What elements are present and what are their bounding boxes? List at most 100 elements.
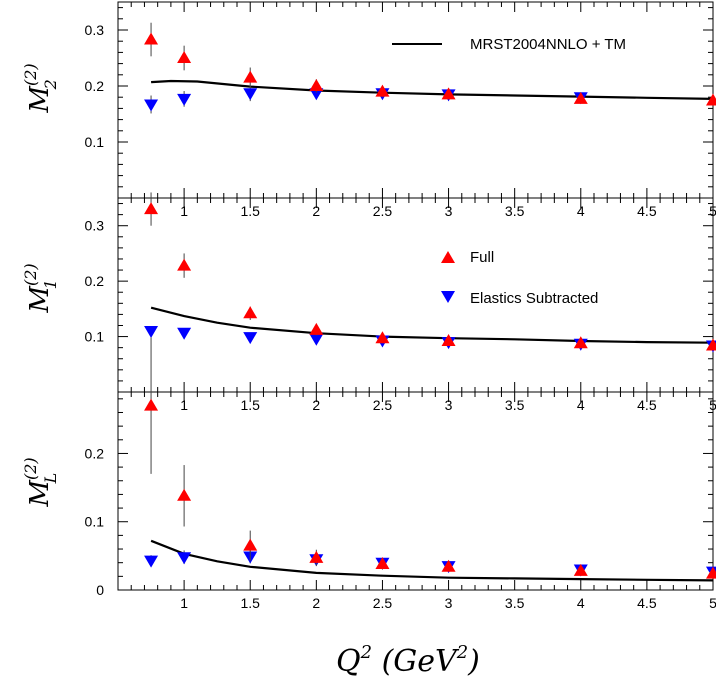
y-axis-title-sup: (2) bbox=[21, 263, 40, 286]
y-axis-labels: M(2)2M(2)1M(2)L bbox=[21, 63, 60, 507]
full-point bbox=[573, 91, 588, 104]
y-axis-title-ml: M(2)L bbox=[21, 457, 60, 507]
y-tick-label: 0.2 bbox=[85, 445, 105, 461]
full-point bbox=[177, 258, 192, 271]
x-tick-label: 1 bbox=[180, 397, 188, 413]
elastics-subtracted-point bbox=[144, 555, 159, 568]
x-tick-label: 3.5 bbox=[505, 203, 525, 219]
x-axis-title-main: Q bbox=[336, 644, 361, 679]
x-axis-title-close: ) bbox=[467, 644, 480, 679]
x-tick-label: 4.5 bbox=[637, 397, 657, 413]
x-tick-label: 1.5 bbox=[240, 397, 260, 413]
legend-model-label: MRST2004NNLO + TM bbox=[470, 36, 626, 53]
elastics-subtracted-point bbox=[144, 326, 159, 339]
y-tick-label: 0.2 bbox=[85, 273, 105, 289]
x-tick-label: 1 bbox=[180, 595, 188, 611]
x-tick-label: 4 bbox=[577, 397, 585, 413]
x-tick-label: 2 bbox=[312, 203, 320, 219]
x-axis-title-unit-sup: 2 bbox=[456, 642, 468, 663]
elastics-subtracted-point bbox=[177, 327, 192, 340]
elastics-subtracted-point bbox=[309, 333, 324, 346]
model-curve bbox=[150, 306, 714, 344]
x-axis-title: Q2 (GeV2) bbox=[336, 642, 480, 679]
y-tick-label: 0.3 bbox=[85, 22, 105, 38]
y-axis-title-sub: 1 bbox=[41, 279, 60, 289]
legend: MRST2004NNLO + TM Full Elastics Subtract… bbox=[392, 36, 626, 307]
full-point bbox=[144, 398, 159, 411]
x-axis-title-unit: (GeV bbox=[372, 644, 460, 679]
panel-m2: 1 1.5 2 2.5 3 3.5 4 4.5 50.10.20.3 bbox=[85, 1, 716, 219]
y-axis-title-sup: (2) bbox=[21, 457, 40, 480]
full-point bbox=[243, 70, 258, 83]
y-axis-title-sub: L bbox=[41, 473, 60, 485]
full-point bbox=[706, 338, 716, 351]
elastics-subtracted-point bbox=[177, 93, 192, 106]
panel-frame bbox=[117, 391, 714, 591]
y-axis-title-main: M bbox=[25, 479, 55, 508]
full-point bbox=[177, 488, 192, 501]
x-tick-label: 5 bbox=[709, 595, 716, 611]
x-tick-label: 3 bbox=[445, 595, 453, 611]
x-tick-label: 4 bbox=[577, 595, 585, 611]
full-point bbox=[573, 336, 588, 349]
elastics-subtracted-point bbox=[177, 552, 192, 565]
full-point bbox=[375, 331, 390, 344]
elastics-subtracted-point bbox=[243, 332, 258, 345]
full-point bbox=[573, 563, 588, 576]
full-point bbox=[144, 202, 159, 215]
x-tick-label: 1.5 bbox=[240, 595, 260, 611]
x-tick-label: 2 bbox=[312, 397, 320, 413]
x-axis-title-sup: 2 bbox=[360, 642, 372, 663]
model-curve bbox=[150, 539, 714, 582]
y-tick-label: 0.1 bbox=[85, 134, 105, 150]
y-tick-label: 0.3 bbox=[85, 218, 105, 234]
full-point bbox=[309, 550, 324, 563]
full-point bbox=[144, 32, 159, 45]
x-tick-label: 2.5 bbox=[373, 397, 393, 413]
full-point bbox=[441, 559, 456, 572]
x-tick-label: 1 bbox=[180, 203, 188, 219]
full-point bbox=[243, 306, 258, 319]
full-point bbox=[706, 93, 716, 106]
full-point bbox=[375, 84, 390, 97]
full-point bbox=[706, 566, 716, 579]
y-tick-label: 0.2 bbox=[85, 78, 105, 94]
elastics-subtracted-point bbox=[144, 99, 159, 112]
x-tick-label: 3.5 bbox=[505, 397, 525, 413]
y-tick-label: 0.1 bbox=[85, 329, 105, 345]
x-tick-label: 4.5 bbox=[637, 203, 657, 219]
full-point bbox=[441, 87, 456, 100]
legend-full-label: Full bbox=[470, 249, 494, 266]
panels: 1 1.5 2 2.5 3 3.5 4 4.5 5 0.1 0.2 0.3 1 1.5 2 2.5 3 3.5 4 4… bbox=[85, 1, 716, 611]
x-tick-label: 3.5 bbox=[505, 595, 525, 611]
panel-ml: 1 1.5 2 2.5 3 3.5 4 4.5 5 0 0.1 0.2 bbox=[85, 337, 716, 611]
y-axis-title-sup: (2) bbox=[21, 63, 40, 86]
elastics-subtracted-point bbox=[243, 88, 258, 101]
y-axis-title-main: M bbox=[25, 85, 55, 114]
x-tick-label: 1.5 bbox=[240, 203, 260, 219]
y-axis-title-main: M bbox=[25, 285, 55, 314]
x-tick-label: 2 bbox=[312, 595, 320, 611]
panel-m1: 1 1.5 2 2.5 3 3.5 4 4.5 50.10.20.3 bbox=[85, 192, 716, 413]
legend-elastics-subtracted-label: Elastics Subtracted bbox=[470, 290, 598, 307]
x-tick-label: 2.5 bbox=[373, 595, 393, 611]
legend-full-marker bbox=[441, 251, 455, 263]
y-axis-title-m1: M(2)1 bbox=[21, 263, 60, 313]
y-tick-label: 0.1 bbox=[85, 514, 105, 530]
elastics-subtracted-point bbox=[309, 88, 324, 101]
full-point bbox=[309, 322, 324, 335]
x-tick-label: 3 bbox=[445, 203, 453, 219]
x-tick-label: 4.5 bbox=[637, 595, 657, 611]
full-point bbox=[243, 538, 258, 551]
panel-frame bbox=[117, 197, 714, 393]
full-point bbox=[177, 51, 192, 63]
x-tick-label: 3 bbox=[445, 397, 453, 413]
x-tick-label: 4 bbox=[577, 203, 585, 219]
x-tick-label: 2.5 bbox=[373, 203, 393, 219]
svg-text:Q2 (GeV2): Q2 (GeV2) bbox=[336, 642, 480, 679]
y-tick-label: 0 bbox=[96, 582, 104, 598]
full-point bbox=[375, 557, 390, 570]
model-curve bbox=[151, 79, 714, 100]
y-axis-title-sub: 2 bbox=[41, 79, 60, 90]
